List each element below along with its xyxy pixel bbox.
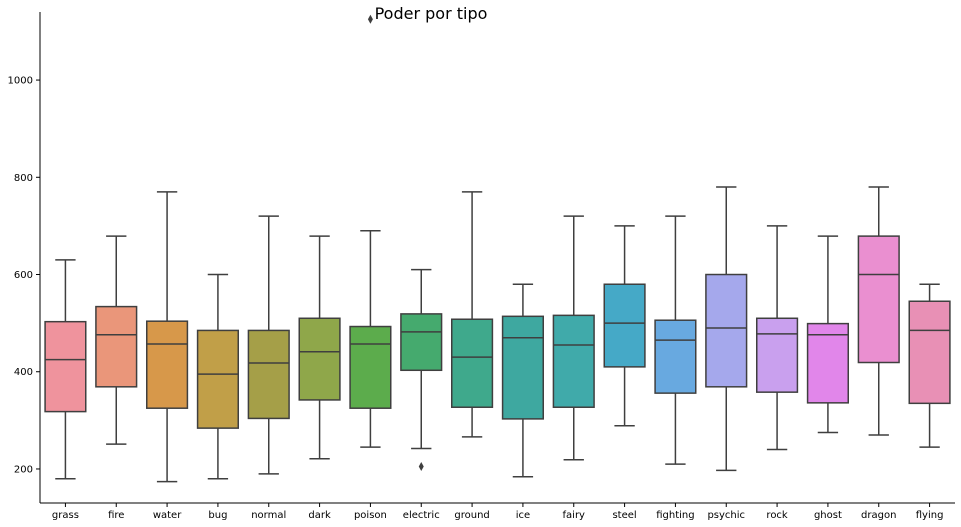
iqr-box — [196, 329, 239, 429]
box-grass — [44, 259, 87, 480]
y-tick-label: 400 — [14, 367, 33, 378]
y-tick-label: 600 — [14, 270, 33, 281]
iqr-box — [603, 283, 646, 368]
x-tick-label: dragon — [861, 510, 896, 521]
outlier-point — [367, 14, 373, 24]
box-ground — [451, 191, 494, 438]
box-water — [146, 191, 189, 483]
x-tick-label: electric — [403, 510, 440, 521]
iqr-box — [95, 305, 138, 388]
iqr-box — [298, 317, 341, 401]
box-electric — [400, 268, 443, 472]
iqr-box — [908, 300, 951, 405]
x-tick-label: ghost — [814, 510, 842, 521]
iqr-box — [400, 313, 443, 372]
iqr-box — [705, 273, 748, 388]
x-tick-label: ice — [516, 510, 530, 521]
x-tick-label: rock — [766, 510, 788, 521]
iqr-box — [501, 315, 545, 420]
box-dark — [298, 235, 341, 460]
x-tick-label: fire — [108, 510, 124, 521]
x-tick-label: dark — [308, 510, 331, 521]
y-tick-label: 800 — [14, 173, 33, 184]
x-tick-label: fighting — [656, 510, 694, 521]
iqr-box — [247, 329, 290, 420]
iqr-box — [806, 322, 849, 404]
y-tick-label: 200 — [14, 464, 33, 475]
box-fighting — [654, 215, 697, 465]
iqr-box — [756, 317, 799, 393]
box-normal — [247, 215, 290, 475]
x-tick-label: steel — [612, 510, 636, 521]
box-ice — [501, 283, 545, 478]
iqr-box — [146, 320, 189, 409]
plot-area — [44, 14, 951, 483]
box-dragon — [857, 186, 900, 436]
outlier-point — [418, 462, 424, 472]
x-tick-label: poison — [354, 510, 387, 521]
iqr-box — [451, 318, 494, 408]
box-psychic — [705, 186, 748, 472]
y-tick-label: 1000 — [8, 76, 33, 87]
box-bug — [196, 273, 239, 480]
x-tick-label: normal — [251, 510, 286, 521]
iqr-box — [349, 325, 392, 409]
x-tick-label: ground — [454, 510, 489, 521]
x-tick-label: bug — [208, 510, 227, 521]
x-tick-label: water — [153, 510, 182, 521]
iqr-box — [552, 314, 595, 408]
box-rock — [756, 225, 799, 451]
x-tick-label: fairy — [563, 510, 586, 521]
iqr-box — [654, 319, 697, 394]
x-tick-label: flying — [916, 510, 944, 521]
box-fairy — [552, 215, 595, 461]
iqr-box — [857, 235, 900, 364]
box-flying — [908, 283, 951, 448]
box-poison — [349, 14, 392, 448]
box-fire — [95, 235, 138, 445]
x-tick-label: grass — [52, 510, 79, 521]
box-steel — [603, 225, 646, 427]
chart-title: Poder por tipo — [375, 4, 488, 23]
x-tick-label: psychic — [707, 510, 745, 521]
iqr-box — [44, 320, 87, 413]
box-ghost — [806, 235, 849, 434]
